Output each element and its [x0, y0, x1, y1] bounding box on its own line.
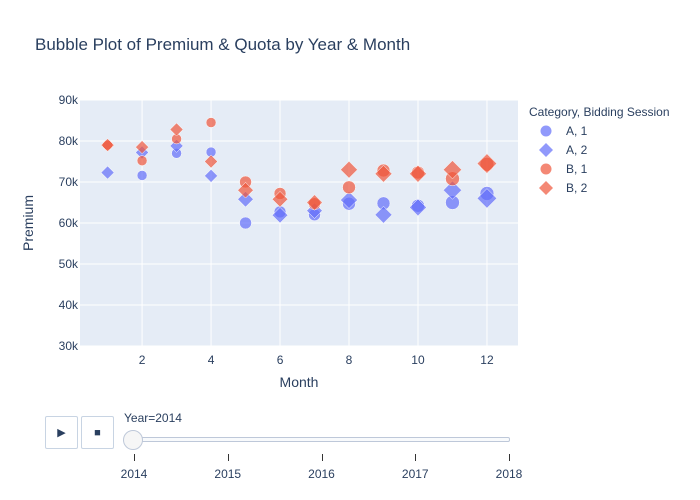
marker-a-2[interactable] [374, 205, 393, 224]
play-button[interactable]: ▶ [45, 416, 78, 449]
slider-tick [509, 454, 510, 461]
x-axis-title: Month [280, 374, 319, 390]
marker-b-2[interactable] [100, 138, 115, 152]
marker-b-2[interactable] [306, 194, 323, 211]
slider-current-value-label: Year=2014 [124, 411, 182, 425]
y-axis-ticks: 30k 40k 50k 60k 70k 80k 90k [59, 93, 79, 353]
legend-symbol-b-2 [539, 181, 553, 195]
slider-tick [321, 454, 323, 461]
legend-label-b-2[interactable]: B, 2 [566, 181, 588, 195]
chart-title: Bubble Plot of Premium & Quota by Year &… [35, 35, 410, 54]
data-markers [100, 117, 498, 230]
marker-a-1[interactable] [136, 170, 148, 181]
year-slider-handle[interactable] [123, 430, 143, 450]
legend-title: Category, Bidding Session [529, 105, 670, 119]
slider-tick-label[interactable]: 2016 [308, 467, 335, 481]
marker-a-2[interactable] [443, 180, 462, 200]
legend-symbol-a-2 [539, 143, 553, 157]
marker-b-2[interactable] [374, 164, 393, 183]
marker-a-2[interactable] [100, 165, 115, 180]
marker-b-2[interactable] [443, 160, 462, 180]
marker-b-1[interactable] [342, 180, 356, 195]
marker-a-2[interactable] [271, 207, 289, 224]
year-slider-rail[interactable] [130, 437, 510, 442]
marker-a-2[interactable] [476, 188, 498, 209]
x-tick-label: 2 [139, 353, 146, 367]
marker-a-2[interactable] [204, 168, 218, 183]
marker-a-2[interactable] [340, 191, 358, 209]
legend-label-b-1[interactable]: B, 1 [566, 162, 588, 176]
marker-b-2[interactable] [476, 153, 498, 174]
slider-tick [227, 454, 229, 461]
slider-tick-label[interactable]: 2017 [401, 467, 429, 481]
slider-tick-label[interactable]: 2018 [495, 467, 523, 481]
y-tick-label: 80k [59, 134, 79, 148]
y-tick-label: 40k [59, 298, 79, 312]
marker-a-2[interactable] [409, 198, 427, 217]
stop-button[interactable]: ■ [81, 416, 114, 449]
marker-b-1[interactable] [136, 155, 148, 166]
marker-b-2[interactable] [204, 154, 218, 169]
y-tick-label: 30k [59, 339, 79, 353]
legend: A, 1 A, 2 B, 1 B, 2 [539, 124, 588, 195]
y-tick-label: 60k [59, 216, 79, 230]
slider-tick [134, 454, 135, 461]
x-tick-label: 12 [480, 353, 494, 367]
play-icon: ▶ [57, 427, 66, 439]
gridlines [80, 99, 518, 347]
slider-tick-label[interactable]: 2014 [120, 467, 148, 481]
legend-symbol-b-1 [540, 163, 552, 175]
marker-b-2[interactable] [271, 191, 289, 208]
slider-tick-label[interactable]: 2015 [214, 467, 242, 481]
y-tick-label: 90k [59, 93, 79, 107]
x-tick-label: 6 [277, 353, 284, 367]
slider-tick [415, 454, 417, 461]
x-tick-label: 8 [346, 353, 353, 367]
marker-a-1[interactable] [239, 216, 252, 230]
stop-icon: ■ [94, 426, 101, 439]
x-axis-ticks: 2 4 6 8 10 12 [139, 353, 494, 367]
marker-b-2[interactable] [135, 140, 149, 155]
marker-b-2[interactable] [340, 160, 358, 179]
y-tick-label: 50k [59, 257, 79, 271]
marker-b-2[interactable] [237, 182, 254, 199]
x-tick-label: 10 [411, 353, 425, 367]
legend-symbol-a-1 [540, 125, 552, 137]
marker-b-2[interactable] [169, 122, 184, 137]
marker-a-2[interactable] [237, 191, 254, 208]
marker-b-2[interactable] [409, 164, 427, 183]
legend-label-a-2[interactable]: A, 2 [566, 143, 588, 157]
marker-b-1[interactable] [205, 117, 217, 128]
y-tick-label: 70k [59, 175, 79, 189]
y-axis-title: Premium [20, 195, 36, 251]
legend-label-a-1[interactable]: A, 1 [566, 124, 588, 138]
x-tick-label: 4 [208, 353, 215, 367]
